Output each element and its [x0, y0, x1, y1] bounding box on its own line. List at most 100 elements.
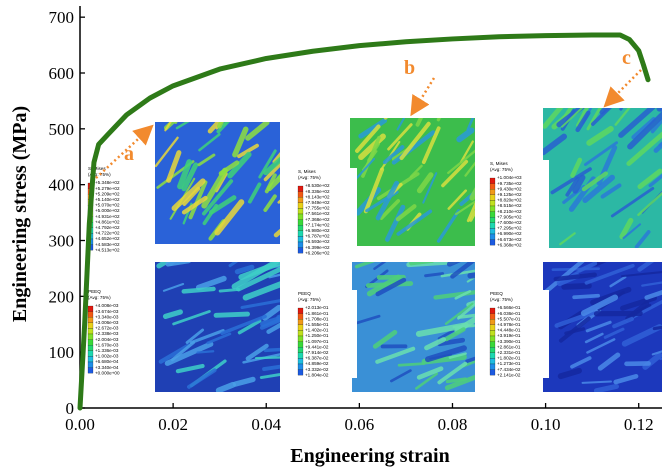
legend-swatch [489, 313, 496, 320]
legend-swatch [297, 230, 304, 237]
inset-streak [397, 362, 426, 367]
legend-swatch [297, 313, 304, 320]
legend-swatch [489, 369, 496, 376]
inset-streak [467, 272, 475, 279]
legend-title: PEEQ [88, 289, 101, 294]
legend-swatch [489, 222, 496, 229]
inset-streak [464, 161, 475, 177]
inset-streak [365, 281, 414, 288]
legend-swatch [297, 197, 304, 203]
inset-streak [457, 302, 475, 320]
legend-label: +9.735e+02 [497, 181, 522, 186]
legend-box [295, 290, 357, 378]
legend-swatch [297, 236, 304, 243]
legend-label: +5.507e-01 [497, 316, 521, 321]
inset-streak [641, 281, 662, 287]
inset-streak [620, 295, 657, 311]
legend-label: +7.914e-02 [305, 350, 329, 355]
legend-swatch [87, 339, 94, 346]
inset-streak [561, 108, 584, 128]
inset-streak [231, 262, 280, 290]
inset-streak [218, 160, 240, 176]
inset-streak [387, 123, 413, 151]
legend-label: +6.206e+02 [305, 250, 330, 255]
y-axis-title: Engineering stress (MPa) [9, 106, 31, 322]
legend-swatch [489, 194, 496, 201]
inset-streak [164, 341, 214, 366]
inset: PEEQ(Avg: 75%) +2.013e-01+1.861e-01+1.708… [295, 262, 475, 392]
legend-label: +4.978e-01 [497, 322, 521, 327]
legend-box [487, 290, 549, 378]
inset-streak [561, 282, 592, 290]
inset-streak [565, 176, 580, 197]
inset-streak [373, 262, 387, 270]
inset-streak [175, 363, 205, 374]
legend-swatch [489, 330, 496, 337]
legend-label: +5.279e+02 [95, 186, 120, 191]
inset-streak [465, 356, 475, 363]
inset-streak [181, 286, 216, 294]
inset-streak [399, 121, 431, 161]
legend-swatch [87, 350, 94, 357]
inset-streak [447, 189, 467, 210]
legend-swatch [297, 324, 304, 331]
inset-streak [448, 352, 467, 359]
inset-streak [395, 204, 417, 222]
inset-streak [227, 151, 252, 179]
inset-streak [228, 262, 239, 268]
inset-streak [469, 187, 475, 201]
inset-streak [557, 367, 582, 380]
inset-image [155, 262, 280, 392]
legend-swatch [297, 363, 304, 370]
x-tick-label: 0.04 [251, 415, 281, 434]
legend-swatch [297, 208, 304, 215]
inset-streak [609, 275, 627, 288]
inset-streak [455, 200, 475, 216]
inset-streak [543, 133, 568, 156]
legend-label: +0.000e+00 [95, 370, 120, 375]
inset-streak [175, 122, 190, 130]
legend-box [295, 168, 357, 256]
inset-streak [207, 122, 222, 134]
legend-swatch [297, 202, 304, 209]
legend-swatch [87, 333, 94, 340]
inset-streak [165, 262, 191, 267]
legend-label: +8.143e+02 [305, 194, 330, 199]
legend-swatch [297, 213, 304, 220]
legend-swatch [297, 307, 304, 314]
inset-streak [424, 272, 445, 278]
legend-label: +7.600e+02 [497, 220, 522, 225]
inset-streak [363, 167, 385, 214]
legend-label: +4.652e+02 [95, 236, 120, 241]
legend-swatch [297, 352, 304, 359]
legend-label: +3.674e-03 [95, 309, 119, 314]
inset: PEEQ(Avg: 75%)+4.008e-03+3.674e-03+3.340… [85, 262, 280, 392]
inset-streak [162, 309, 183, 320]
legend-swatch [297, 330, 304, 337]
inset-streak [237, 319, 262, 335]
inset-streak [354, 262, 376, 269]
inset-streak [618, 108, 656, 138]
inset-streak [437, 361, 468, 385]
inset-streak [445, 377, 467, 384]
legend-label: +8.515e+02 [497, 203, 522, 208]
inset-streak [266, 322, 280, 334]
legend-label: +6.368e+02 [497, 242, 522, 247]
inset-image [543, 262, 662, 392]
legend-swatch [87, 328, 94, 335]
legend-label: +1.273e-01 [497, 361, 521, 366]
inset-streak [214, 199, 245, 236]
inset-streak [627, 111, 662, 150]
legend-label: +7.755e+02 [305, 206, 330, 211]
inset-streak [375, 277, 407, 297]
legend-swatch [489, 239, 496, 246]
inset-image [543, 108, 662, 248]
inset-streak [213, 311, 250, 318]
inset-streak [272, 151, 280, 164]
y-tick-label: 600 [49, 64, 75, 83]
inset-streak [396, 118, 406, 131]
inset-streak [195, 275, 227, 291]
legend-swatch [489, 363, 496, 370]
inset-legend: S, Mises(Avg: 75%) +8.530e+02+8.336e+02+8… [295, 168, 357, 256]
